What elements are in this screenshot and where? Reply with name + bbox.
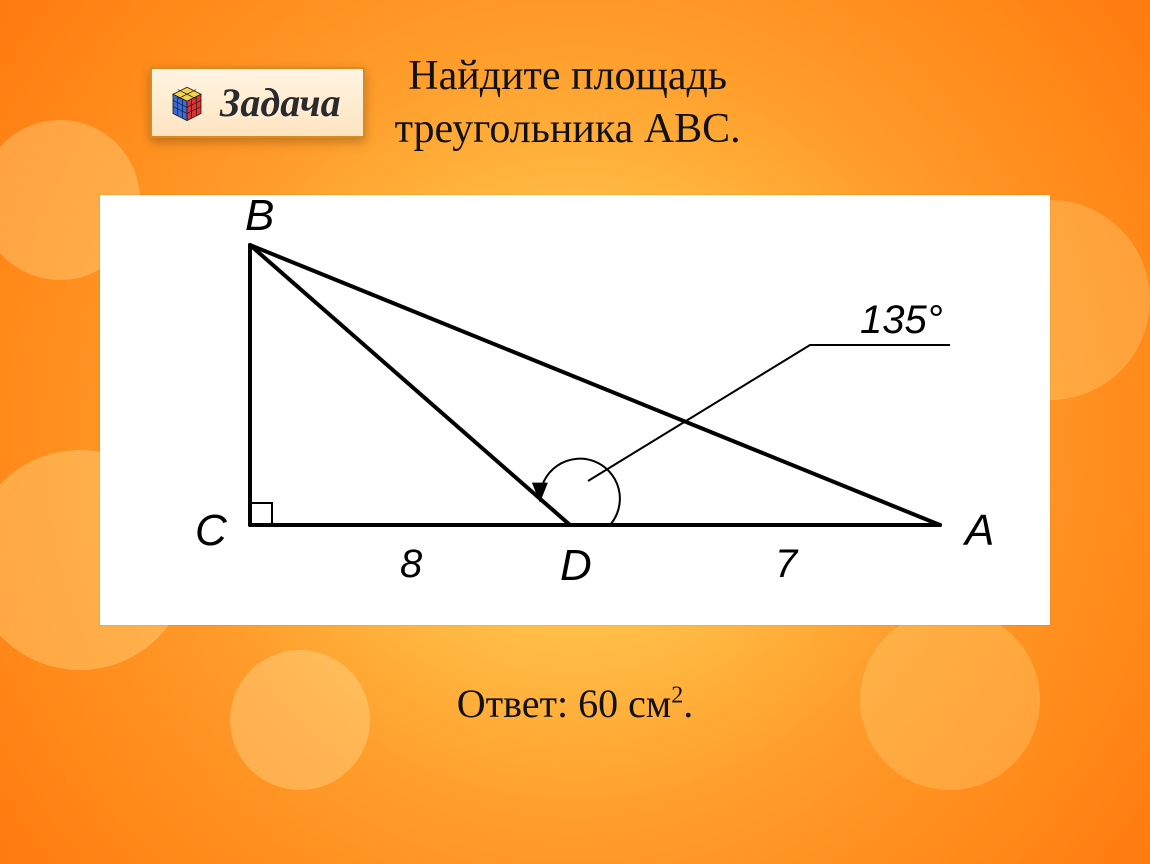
answer-suffix: . xyxy=(683,681,693,726)
task-badge: Задача xyxy=(150,67,365,138)
point-label-B: B xyxy=(245,195,274,240)
angle-label: 135° xyxy=(860,298,943,342)
answer-prefix: Ответ: xyxy=(457,681,578,726)
answer-unit-exp: 2 xyxy=(671,683,683,709)
answer-line: Ответ: 60 см2. xyxy=(0,680,1150,727)
rubiks-cube-icon xyxy=(166,82,208,124)
segment-da-value: 7 xyxy=(775,542,799,586)
problem-prompt: Найдите площадь треугольника АВС. xyxy=(395,50,741,155)
answer-unit-base: см xyxy=(628,681,671,726)
point-label-C: C xyxy=(195,506,228,555)
slide: Задача Найдите площадь треугольника АВС.… xyxy=(0,0,1150,864)
prompt-line-2: треугольника АВС. xyxy=(395,103,741,156)
triangle-diagram: 135° B C D A 8 7 xyxy=(100,195,1050,625)
task-badge-label: Задача xyxy=(220,79,341,126)
point-label-D: D xyxy=(560,541,592,590)
point-label-A: A xyxy=(962,506,994,555)
header: Задача Найдите площадь треугольника АВС. xyxy=(0,50,1150,155)
answer-value: 60 xyxy=(578,681,618,726)
segment-cd-value: 8 xyxy=(400,542,423,586)
diagram-panel: 135° B C D A 8 7 xyxy=(100,195,1050,625)
prompt-line-1: Найдите площадь xyxy=(395,50,741,103)
